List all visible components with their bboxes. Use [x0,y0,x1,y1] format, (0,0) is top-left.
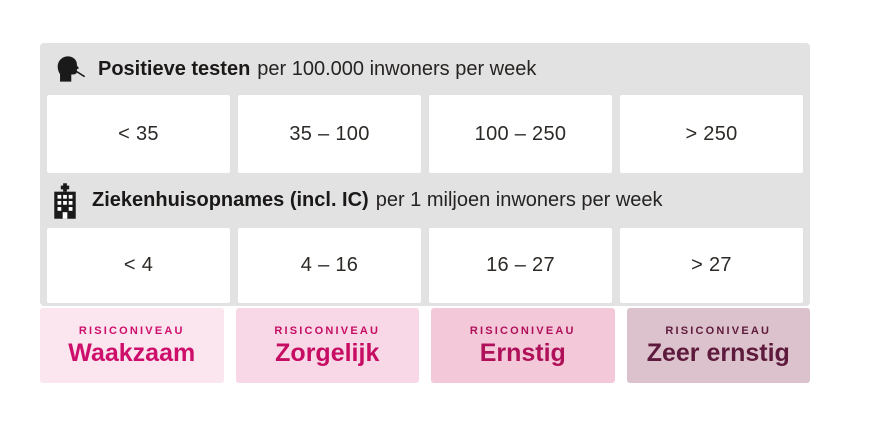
indicator-table: Positieve testen per 100.000 inwoners per… [40,43,810,306]
hospital-admissions-title-bold: Ziekenhuisopnames (incl. IC) [92,189,369,211]
risk-label: RISICONIVEAU [78,324,185,337]
risk-cell-zeer-ernstig: RISICONIVEAU Zeer ernstig [626,308,810,383]
hospital-admissions-header: Ziekenhuisopnames (incl. IC) per 1 miljoe… [47,173,803,228]
risk-label: RISICONIVEAU [469,324,576,337]
risk-cell-ernstig: RISICONIVEAU Ernstig [431,308,615,383]
risk-label: RISICONIVEAU [274,324,381,337]
hospital-admissions-range-2: 4 – 16 [238,228,421,303]
positive-tests-range-1: < 35 [47,95,230,173]
swab-test-icon [51,54,85,84]
positive-tests-title: Positieve testen per 100.000 inwoners per… [98,58,536,81]
hospital-admissions-range-4: > 27 [620,228,803,303]
positive-tests-title-rest: per 100.000 inwoners per week [257,57,537,80]
risk-name-waakzaam: Waakzaam [68,338,196,367]
hospital-admissions-range-3: 16 – 27 [429,228,612,303]
risk-cell-zorgelijk: RISICONIVEAU Zorgelijk [235,308,419,383]
positive-tests-range-3: 100 – 250 [429,95,612,173]
risk-cell-waakzaam: RISICONIVEAU Waakzaam [40,308,224,383]
positive-tests-header: Positieve testen per 100.000 inwoners per… [47,43,803,95]
hospital-admissions-title: Ziekenhuisopnames (incl. IC) per 1 miljoe… [92,189,663,212]
hospital-admissions-range-1: < 4 [47,228,230,303]
positive-tests-range-2: 35 – 100 [238,95,421,173]
hospital-admissions-ranges-row: < 4 4 – 16 16 – 27 > 27 [47,228,803,303]
positive-tests-title-bold: Positieve testen [98,57,251,80]
risk-label: RISICONIVEAU [665,324,772,337]
positive-tests-ranges-row: < 35 35 – 100 100 – 250 > 250 [47,95,803,173]
risk-name-zorgelijk: Zorgelijk [275,338,380,367]
risk-name-zeer-ernstig: Zeer ernstig [646,338,790,367]
risk-level-row: RISICONIVEAU Waakzaam RISICONIVEAU Zorge… [40,308,810,383]
hospital-admissions-title-rest: per 1 miljoen inwoners per week [375,189,663,211]
risk-name-ernstig: Ernstig [479,338,566,367]
hospital-icon [51,182,79,220]
positive-tests-range-4: > 250 [620,95,803,173]
